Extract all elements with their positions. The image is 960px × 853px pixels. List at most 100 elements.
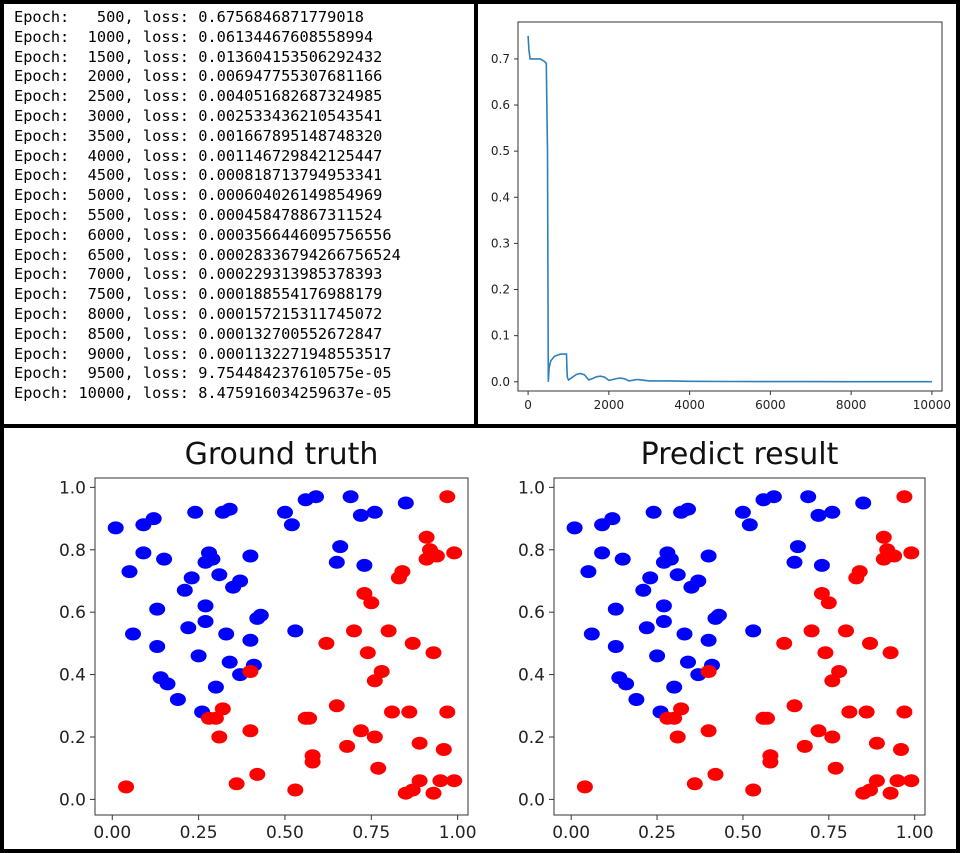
scatter-point — [858, 705, 875, 719]
scatter-point — [318, 636, 335, 650]
scatter-point — [642, 571, 659, 585]
scatter-point — [332, 540, 349, 554]
scatter-point — [187, 505, 204, 519]
scatter-point — [896, 490, 913, 504]
log-epoch-label: Epoch: 5000, loss: — [14, 186, 199, 205]
scatter-point — [328, 555, 345, 569]
scatter-point — [356, 558, 373, 572]
scatter-point — [700, 549, 717, 563]
scatter-point — [204, 552, 221, 566]
x-tick-label: 1.00 — [896, 823, 934, 843]
y-tick-label: 0.0 — [59, 790, 86, 810]
scatter-point — [903, 774, 920, 788]
scatter-point — [831, 665, 848, 678]
scatter-point — [439, 490, 456, 504]
log-epoch-label: Epoch: 2000, loss: — [14, 67, 199, 86]
x-tick-label: 1.00 — [439, 823, 477, 843]
y-tick-label: 0.4 — [491, 190, 510, 204]
scatter-point — [662, 552, 679, 566]
scatter-point — [176, 583, 193, 597]
chart-title: Predict result — [641, 437, 839, 472]
log-line: Epoch: 5000, loss: 0.000604026149854969 — [14, 186, 401, 206]
scatter-point — [145, 512, 162, 526]
scatter-point — [882, 646, 899, 660]
scatter-point — [135, 546, 152, 560]
scatter-point — [228, 777, 245, 791]
scatter-charts: Ground truth 0.00 0.25 0.50 0.75 1.00 0.0 0.2 0.… — [59, 437, 934, 843]
scatter-point — [604, 512, 621, 526]
scatter-point — [655, 615, 672, 628]
scatter-point — [886, 549, 903, 563]
loss-plot-frame — [517, 21, 943, 392]
scatter-point — [618, 677, 635, 691]
scatter-point — [824, 730, 841, 744]
scatter-point — [149, 640, 166, 653]
scatter-point — [669, 730, 686, 744]
scatter-point — [765, 490, 782, 504]
scatter-point — [197, 615, 214, 628]
scatter-point — [796, 739, 813, 753]
scatter-point — [373, 665, 390, 678]
x-tick-label: 6000 — [755, 398, 786, 412]
scatter-point — [363, 596, 380, 610]
scatter-point — [838, 624, 854, 638]
y-tick-label: 0.2 — [491, 283, 510, 297]
log-loss-value: 0.004051682687324985 — [198, 87, 383, 106]
scatter-point — [370, 761, 387, 775]
scatter-point — [762, 755, 779, 769]
scatter-point — [242, 665, 259, 678]
log-epoch-label: Epoch: 7500, loss: — [14, 285, 199, 304]
scatter-point — [786, 555, 803, 569]
scatter-point — [676, 627, 693, 641]
scatter-point — [803, 624, 820, 638]
log-line: Epoch: 8000, loss: 0.000157215311745072 — [14, 305, 401, 325]
scatter-point — [841, 705, 858, 719]
log-line: Epoch: 6500, loss: 0.0002833679426675652… — [14, 246, 401, 266]
scatter-point — [197, 599, 214, 613]
scatter-point — [439, 705, 456, 719]
scatter-point — [394, 565, 411, 579]
scatter-point — [903, 546, 920, 560]
scatter-point — [380, 624, 397, 638]
scatter-point — [183, 571, 200, 585]
log-epoch-label: Epoch: 500, loss: — [14, 8, 199, 26]
scatter-point — [149, 602, 166, 616]
scatter-point — [411, 774, 428, 788]
scatter-point — [435, 743, 452, 756]
log-line: Epoch: 500, loss: 0.6756846871779018 — [14, 8, 401, 28]
log-loss-value: 0.00028336794266756524 — [198, 245, 401, 264]
log-epoch-label: Epoch: 3500, loss: — [14, 126, 199, 145]
predict-result-chart: Predict result 0.00 0.25 0.50 0.75 1.00 0.0 0.2… — [518, 437, 934, 843]
scatter-point — [425, 646, 442, 660]
y-tick-label: 0.6 — [518, 603, 545, 623]
scatter-point — [366, 505, 383, 519]
scatter-point — [786, 699, 803, 713]
scatter-point — [359, 646, 376, 660]
scatter-point — [211, 568, 228, 582]
scatter-point — [352, 508, 369, 522]
log-epoch-label: Epoch: 7000, loss: — [14, 265, 199, 284]
scatter-point — [304, 755, 321, 769]
scatter-point — [242, 724, 259, 738]
scatter-point — [352, 724, 369, 738]
log-epoch-label: Epoch: 1500, loss: — [14, 47, 199, 66]
scatter-point — [673, 702, 690, 716]
log-loss-value: 0.002533436210543541 — [198, 106, 383, 125]
x-tick-label: 10000 — [913, 398, 951, 412]
y-tick-label: 0.8 — [518, 541, 545, 561]
scatter-point — [432, 774, 449, 788]
y-tick-label: 1.0 — [59, 478, 86, 498]
log-epoch-label: Epoch: 3000, loss: — [14, 106, 199, 125]
scatter-point — [328, 699, 345, 713]
scatter-point — [446, 546, 463, 560]
log-line: Epoch: 3500, loss: 0.001667895148748320 — [14, 127, 401, 147]
y-tick-label: 0.4 — [59, 666, 86, 686]
scatter-point — [242, 549, 259, 563]
scatter-point — [576, 780, 593, 794]
scatter-point — [882, 786, 899, 800]
scatter-point — [221, 502, 238, 516]
scatter-point — [249, 767, 266, 781]
scatter-point — [156, 552, 173, 566]
scatter-point — [107, 521, 124, 535]
scatter-point — [121, 565, 138, 579]
